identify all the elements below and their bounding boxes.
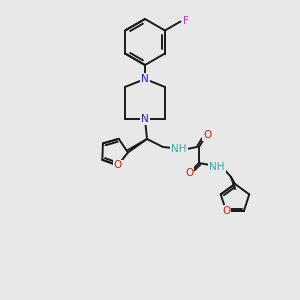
Text: O: O xyxy=(203,130,211,140)
Text: F: F xyxy=(183,16,188,26)
Text: N: N xyxy=(141,74,149,84)
Text: O: O xyxy=(222,206,230,216)
Text: O: O xyxy=(114,160,122,170)
Text: O: O xyxy=(185,168,193,178)
Text: NH: NH xyxy=(209,162,225,172)
Text: NH: NH xyxy=(171,144,187,154)
Text: N: N xyxy=(141,114,149,124)
